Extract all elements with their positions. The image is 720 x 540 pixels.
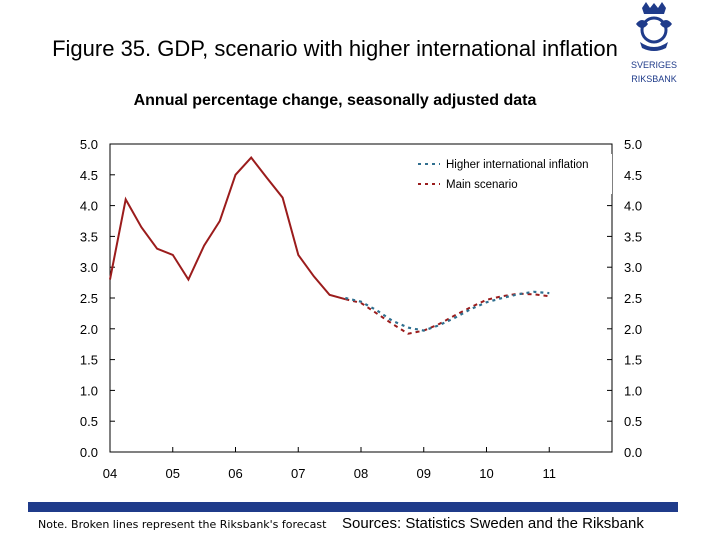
legend-box (414, 154, 612, 194)
y-tick-label-right: 5.0 (624, 137, 642, 152)
x-tick-label: 08 (354, 466, 368, 481)
legend-label: Main scenario (446, 179, 518, 191)
riksbank-logo: SVERIGES RIKSBANK (631, 2, 677, 84)
crown-icon (636, 2, 672, 51)
y-tick-label-right: 3.5 (624, 229, 642, 244)
x-tick-label: 10 (479, 466, 493, 481)
logo-line1: SVERIGES (631, 60, 677, 70)
x-tick-label: 05 (166, 466, 180, 481)
y-tick-label-left: 5.0 (80, 137, 98, 152)
y-tick-label-left: 1.5 (80, 353, 98, 368)
y-tick-label-right: 2.0 (624, 322, 642, 337)
x-tick-label: 11 (543, 466, 557, 481)
y-tick-label-right: 4.5 (624, 168, 642, 183)
y-tick-label-left: 2.0 (80, 322, 98, 337)
y-tick-label-left: 2.5 (80, 291, 98, 306)
y-tick-label-right: 1.5 (624, 353, 642, 368)
series-layer (109, 156, 550, 335)
series-main-scenario-historical (109, 156, 346, 301)
series-main-scenario-forecast (345, 292, 550, 335)
x-axis: 04 05 06 07 08 09 10 11 (103, 447, 556, 481)
y-tick-label-right: 3.0 (624, 260, 642, 275)
y-tick-label-left: 4.0 (80, 199, 98, 214)
footer-note: Note. Broken lines represent the Riksban… (38, 518, 327, 531)
plot-frame (109, 143, 613, 453)
x-tick-label: 07 (291, 466, 305, 481)
y-tick-label-left: 3.5 (80, 229, 98, 244)
y-tick-label-right: 0.5 (624, 414, 642, 429)
series-higher-international-inflation (345, 290, 550, 332)
x-tick-label: 06 (228, 466, 242, 481)
y-tick-label-right: 1.0 (624, 383, 642, 398)
y-tick-label-right: 0.0 (624, 445, 642, 460)
y-tick-label-left: 4.5 (80, 168, 98, 183)
y-tick-label-left: 1.0 (80, 383, 98, 398)
y-tick-label-left: 3.0 (80, 260, 98, 275)
x-tick-label: 04 (103, 466, 117, 481)
y-axis-right: 0.0 0.5 1.0 1.5 2.0 2.5 3.0 3.5 4.0 4.5 5.0 (607, 137, 642, 460)
legend-label: Higher international inflation (446, 159, 589, 171)
y-tick-label-left: 0.0 (80, 445, 98, 460)
footer-sources: Sources: Statistics Sweden and the Riksb… (342, 515, 644, 532)
footer-bar (28, 502, 678, 512)
x-tick-label: 09 (417, 466, 431, 481)
y-tick-label-right: 4.0 (624, 199, 642, 214)
y-tick-label-right: 2.5 (624, 291, 642, 306)
y-tick-label-left: 0.5 (80, 414, 98, 429)
chart-title: Figure 35. GDP, scenario with higher int… (52, 36, 618, 61)
logo-line2: RIKSBANK (631, 74, 677, 84)
chart-subtitle: Annual percentage change, seasonally adj… (133, 92, 537, 109)
y-axis-left: 0.0 0.5 1.0 1.5 2.0 2.5 3.0 3.5 4.0 4.5 5.0 (80, 137, 115, 460)
legend: Higher international inflation Main scena… (414, 154, 612, 194)
